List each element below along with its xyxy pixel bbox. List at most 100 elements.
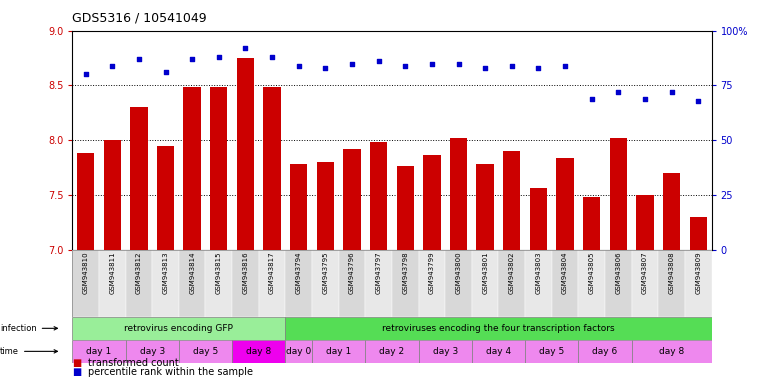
Bar xyxy=(552,250,578,317)
Bar xyxy=(259,250,285,317)
Bar xyxy=(157,146,174,250)
Bar xyxy=(636,195,654,250)
Bar xyxy=(689,217,707,250)
Text: retroviruses encoding the four transcription factors: retroviruses encoding the four transcrip… xyxy=(382,324,615,333)
Bar xyxy=(339,250,365,317)
Text: GSM943796: GSM943796 xyxy=(349,252,355,294)
Bar xyxy=(370,142,387,250)
Bar xyxy=(365,340,419,363)
Text: day 4: day 4 xyxy=(486,347,511,356)
Text: GSM943802: GSM943802 xyxy=(509,252,514,294)
Bar xyxy=(343,149,361,250)
Point xyxy=(533,65,545,71)
Bar xyxy=(610,138,627,250)
Text: GSM943813: GSM943813 xyxy=(163,252,168,294)
Bar xyxy=(578,250,605,317)
Text: infection: infection xyxy=(0,324,57,333)
Text: GSM943804: GSM943804 xyxy=(562,252,568,294)
Text: ■: ■ xyxy=(72,358,81,368)
Text: day 1: day 1 xyxy=(86,347,112,356)
Bar xyxy=(605,250,632,317)
Bar xyxy=(450,138,467,250)
Text: day 2: day 2 xyxy=(379,347,405,356)
Point xyxy=(612,89,624,95)
Bar xyxy=(126,250,152,317)
Bar xyxy=(472,340,525,363)
Text: GSM943811: GSM943811 xyxy=(110,252,115,294)
Bar xyxy=(205,250,232,317)
Bar xyxy=(419,340,472,363)
Bar xyxy=(503,151,521,250)
Point xyxy=(506,63,518,69)
Bar xyxy=(285,250,312,317)
Text: GSM943794: GSM943794 xyxy=(296,252,301,294)
Text: GSM943806: GSM943806 xyxy=(616,252,621,294)
Text: GSM943807: GSM943807 xyxy=(642,252,648,294)
Bar xyxy=(583,197,600,250)
Text: GSM943795: GSM943795 xyxy=(323,252,328,294)
Text: retrovirus encoding GFP: retrovirus encoding GFP xyxy=(124,324,234,333)
Text: GSM943816: GSM943816 xyxy=(243,252,248,294)
Bar xyxy=(312,340,365,363)
Text: day 5: day 5 xyxy=(539,347,565,356)
Text: GDS5316 / 10541049: GDS5316 / 10541049 xyxy=(72,12,207,25)
Text: day 1: day 1 xyxy=(326,347,352,356)
Text: GSM943799: GSM943799 xyxy=(429,252,435,294)
Bar xyxy=(210,86,228,250)
Bar xyxy=(632,340,712,363)
Point xyxy=(346,61,358,67)
Bar xyxy=(232,340,285,363)
Bar xyxy=(663,173,680,250)
Bar xyxy=(445,250,472,317)
Point xyxy=(400,63,412,69)
Bar xyxy=(72,250,99,317)
Text: GSM943815: GSM943815 xyxy=(216,252,221,294)
Bar xyxy=(285,317,712,340)
Point xyxy=(586,96,598,102)
Text: GSM943808: GSM943808 xyxy=(669,252,674,294)
Text: day 8: day 8 xyxy=(246,347,272,356)
Bar xyxy=(290,164,307,250)
Point xyxy=(639,96,651,102)
Point xyxy=(107,63,119,69)
Text: GSM943814: GSM943814 xyxy=(189,252,195,294)
Point xyxy=(213,54,225,60)
Point xyxy=(426,61,438,67)
Text: percentile rank within the sample: percentile rank within the sample xyxy=(88,367,253,377)
Bar xyxy=(126,340,179,363)
Bar xyxy=(423,156,441,250)
Bar xyxy=(578,340,632,363)
Text: day 0: day 0 xyxy=(286,347,311,356)
Bar xyxy=(472,250,498,317)
Text: GSM943797: GSM943797 xyxy=(376,252,381,294)
Text: GSM943805: GSM943805 xyxy=(589,252,594,294)
Point xyxy=(160,69,172,75)
Text: GSM943801: GSM943801 xyxy=(482,252,488,294)
Bar xyxy=(312,250,339,317)
Text: ■: ■ xyxy=(72,367,81,377)
Bar xyxy=(237,58,254,250)
Bar xyxy=(285,340,312,363)
Bar xyxy=(179,340,232,363)
Bar xyxy=(525,340,578,363)
Text: day 6: day 6 xyxy=(592,347,618,356)
Bar xyxy=(685,250,712,317)
Bar xyxy=(556,158,574,250)
Point xyxy=(666,89,678,95)
Bar xyxy=(396,166,414,250)
Text: transformed count: transformed count xyxy=(88,358,178,368)
Point xyxy=(80,71,92,78)
Bar xyxy=(317,162,334,250)
Point xyxy=(693,98,705,104)
Text: day 8: day 8 xyxy=(659,347,684,356)
Point xyxy=(453,61,465,67)
Bar xyxy=(419,250,445,317)
Point xyxy=(559,63,571,69)
Text: time: time xyxy=(0,347,57,356)
Bar xyxy=(77,153,94,250)
Text: GSM943810: GSM943810 xyxy=(83,252,88,294)
Bar xyxy=(476,164,494,250)
Text: GSM943817: GSM943817 xyxy=(269,252,275,294)
Text: GSM943809: GSM943809 xyxy=(696,252,701,294)
Bar xyxy=(525,250,552,317)
